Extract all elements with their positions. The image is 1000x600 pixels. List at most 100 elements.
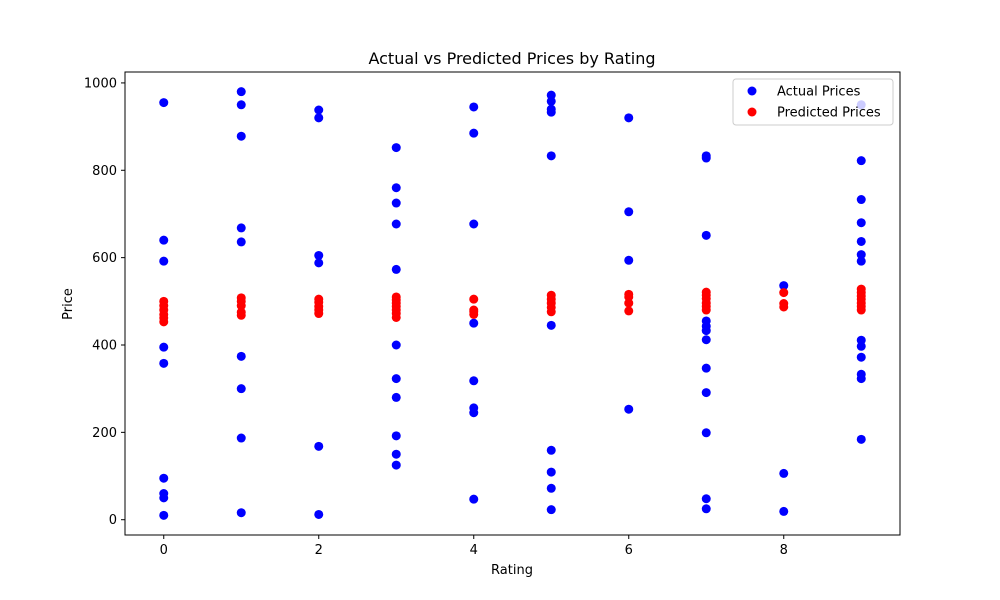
actual-prices-point bbox=[624, 255, 634, 265]
actual-prices-point bbox=[391, 431, 401, 441]
actual-prices-point bbox=[469, 219, 479, 229]
actual-prices-point bbox=[856, 434, 866, 444]
predicted-prices-point bbox=[856, 305, 866, 315]
predicted-prices-point bbox=[779, 288, 789, 298]
actual-prices-point bbox=[236, 131, 246, 141]
predicted-prices-point bbox=[624, 306, 634, 316]
actual-prices-point bbox=[546, 505, 556, 515]
actual-prices-point bbox=[391, 340, 401, 350]
actual-prices-point bbox=[856, 195, 866, 205]
predicted-prices-point bbox=[159, 317, 169, 327]
actual-prices-point bbox=[856, 156, 866, 166]
actual-prices-point bbox=[314, 113, 324, 123]
actual-prices-point bbox=[391, 374, 401, 384]
actual-prices-point bbox=[314, 250, 324, 260]
actual-prices-point bbox=[701, 363, 711, 373]
actual-prices-point bbox=[856, 250, 866, 260]
actual-prices-point bbox=[856, 341, 866, 351]
actual-prices-point bbox=[469, 318, 479, 328]
actual-prices-point bbox=[701, 326, 711, 336]
actual-prices-point bbox=[314, 509, 324, 519]
actual-prices-point bbox=[701, 494, 711, 504]
x-axis-label: Rating bbox=[491, 563, 533, 578]
x-tick-label: 4 bbox=[470, 543, 478, 558]
chart-title: Actual vs Predicted Prices by Rating bbox=[368, 49, 655, 68]
predicted-prices-point bbox=[546, 307, 556, 317]
actual-prices-point bbox=[546, 96, 556, 106]
predicted-prices-point bbox=[236, 301, 246, 311]
actual-prices-point bbox=[159, 493, 169, 503]
actual-prices-point bbox=[624, 113, 634, 123]
points-layer bbox=[159, 87, 866, 520]
legend-marker-actual-prices bbox=[747, 86, 757, 96]
actual-prices-point bbox=[236, 100, 246, 110]
actual-prices-point bbox=[546, 320, 556, 330]
y-tick-label: 600 bbox=[92, 251, 117, 266]
actual-prices-point bbox=[779, 468, 789, 478]
actual-prices-point bbox=[469, 102, 479, 112]
actual-prices-point bbox=[314, 105, 324, 115]
actual-prices-point bbox=[314, 441, 324, 451]
predicted-prices-point bbox=[236, 310, 246, 320]
actual-prices-point bbox=[701, 504, 711, 514]
actual-prices-point bbox=[391, 264, 401, 274]
legend: Actual Prices Predicted Prices bbox=[732, 78, 894, 126]
actual-prices-point bbox=[856, 236, 866, 246]
actual-prices-point bbox=[391, 198, 401, 208]
legend-box bbox=[732, 78, 894, 126]
predicted-prices-point bbox=[469, 309, 479, 319]
x-tick-label: 8 bbox=[780, 543, 788, 558]
predicted-prices-point bbox=[469, 294, 479, 304]
actual-prices-point bbox=[469, 494, 479, 504]
actual-prices-point bbox=[236, 223, 246, 233]
actual-prices-point bbox=[391, 449, 401, 459]
predicted-prices-point bbox=[701, 305, 711, 315]
x-tick-label: 0 bbox=[160, 543, 168, 558]
actual-prices-point bbox=[391, 392, 401, 402]
x-tick-label: 2 bbox=[315, 543, 323, 558]
actual-prices-point bbox=[391, 219, 401, 229]
y-axis-label: Price bbox=[61, 288, 76, 320]
actual-prices-point bbox=[469, 408, 479, 418]
predicted-prices-point bbox=[624, 298, 634, 308]
actual-prices-point bbox=[624, 207, 634, 217]
actual-prices-point bbox=[546, 151, 556, 161]
legend-label-actual-prices: Actual Prices bbox=[777, 85, 861, 100]
actual-prices-point bbox=[469, 376, 479, 386]
actual-prices-point bbox=[469, 128, 479, 138]
actual-prices-point bbox=[159, 358, 169, 368]
predicted-prices-point bbox=[391, 312, 401, 322]
actual-prices-point bbox=[159, 98, 169, 108]
actual-prices-point bbox=[391, 183, 401, 193]
predicted-prices-point bbox=[779, 302, 789, 312]
x-axis: 0 2 4 6 8 bbox=[160, 535, 788, 558]
actual-prices-point bbox=[159, 256, 169, 266]
legend-marker-predicted-prices bbox=[747, 107, 757, 117]
y-tick-label: 0 bbox=[109, 513, 117, 528]
actual-prices-point bbox=[236, 351, 246, 361]
y-tick-label: 200 bbox=[92, 426, 117, 441]
actual-prices-point bbox=[624, 404, 634, 414]
predicted-prices-point bbox=[314, 309, 324, 319]
y-tick-label: 400 bbox=[92, 338, 117, 353]
actual-prices-point bbox=[159, 342, 169, 352]
actual-prices-point bbox=[701, 388, 711, 398]
actual-prices-point bbox=[236, 384, 246, 394]
actual-prices-point bbox=[236, 87, 246, 97]
plot-frame bbox=[124, 71, 901, 536]
actual-prices-point bbox=[159, 473, 169, 483]
actual-prices-point bbox=[546, 467, 556, 477]
actual-prices-point bbox=[701, 230, 711, 240]
actual-prices-point bbox=[236, 237, 246, 247]
actual-prices-point bbox=[391, 460, 401, 470]
actual-prices-point bbox=[701, 335, 711, 345]
actual-prices-point bbox=[779, 506, 789, 516]
x-tick-label: 6 bbox=[625, 543, 633, 558]
y-tick-label: 1000 bbox=[84, 76, 117, 91]
actual-prices-point bbox=[779, 281, 789, 291]
y-tick-label: 800 bbox=[92, 164, 117, 179]
actual-prices-point bbox=[159, 510, 169, 520]
actual-prices-point bbox=[236, 508, 246, 518]
actual-prices-point bbox=[391, 143, 401, 153]
